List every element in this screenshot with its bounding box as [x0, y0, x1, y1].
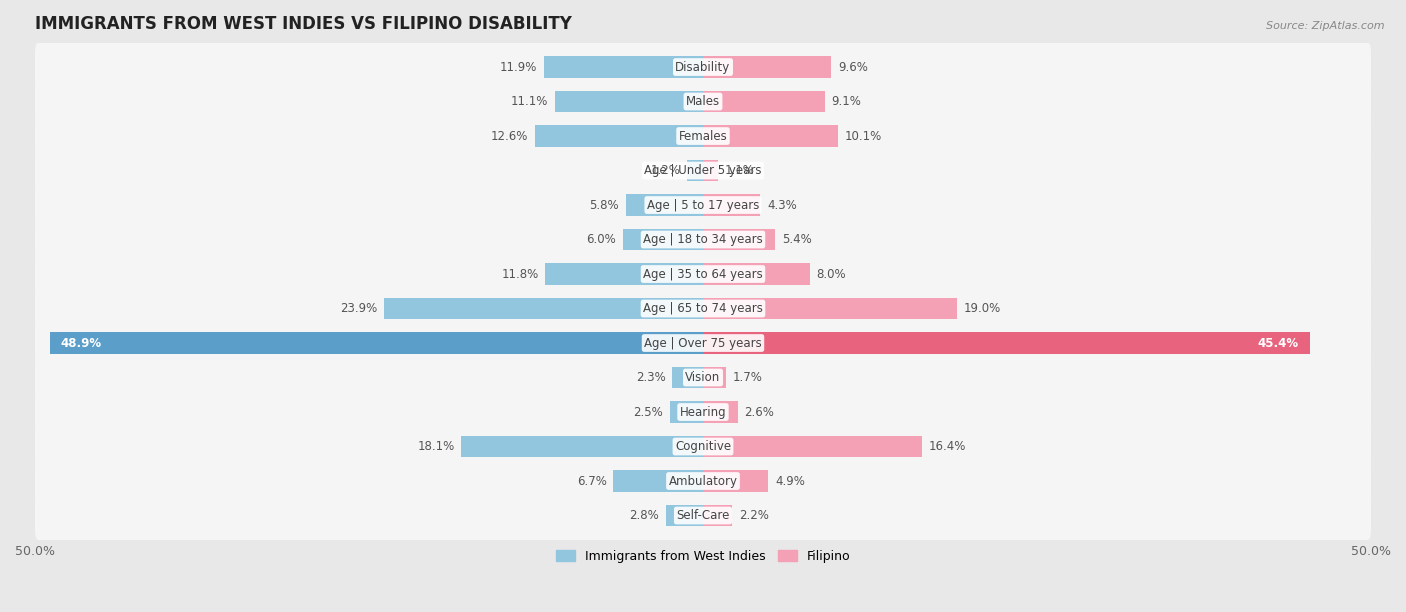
Bar	[626, 195, 703, 215]
Text: IMMIGRANTS FROM WEST INDIES VS FILIPINO DISABILITY: IMMIGRANTS FROM WEST INDIES VS FILIPINO …	[35, 15, 572, 33]
FancyBboxPatch shape	[35, 111, 1371, 161]
Text: Age | 18 to 34 years: Age | 18 to 34 years	[643, 233, 763, 246]
Bar	[688, 160, 703, 181]
Legend: Immigrants from West Indies, Filipino: Immigrants from West Indies, Filipino	[551, 545, 855, 568]
Text: Age | Over 75 years: Age | Over 75 years	[644, 337, 762, 349]
Bar	[703, 263, 810, 285]
Bar	[703, 125, 838, 147]
Text: 23.9%: 23.9%	[340, 302, 377, 315]
Text: 8.0%: 8.0%	[817, 267, 846, 280]
FancyBboxPatch shape	[35, 456, 1371, 506]
Bar	[703, 436, 922, 457]
Text: 19.0%: 19.0%	[963, 302, 1001, 315]
Text: Age | 65 to 74 years: Age | 65 to 74 years	[643, 302, 763, 315]
Text: 18.1%: 18.1%	[418, 440, 454, 453]
Text: Age | 5 to 17 years: Age | 5 to 17 years	[647, 198, 759, 212]
FancyBboxPatch shape	[35, 76, 1371, 126]
Text: 6.7%: 6.7%	[576, 474, 607, 488]
FancyBboxPatch shape	[35, 215, 1371, 264]
Bar	[703, 229, 775, 250]
Text: Vision: Vision	[685, 371, 721, 384]
Bar	[703, 91, 824, 112]
Bar	[703, 401, 738, 423]
FancyBboxPatch shape	[35, 146, 1371, 195]
Bar	[623, 229, 703, 250]
FancyBboxPatch shape	[35, 284, 1371, 334]
FancyBboxPatch shape	[35, 422, 1371, 471]
Text: 45.4%: 45.4%	[1258, 337, 1299, 349]
Bar	[703, 195, 761, 215]
Text: 6.0%: 6.0%	[586, 233, 616, 246]
Bar	[703, 505, 733, 526]
Text: Source: ZipAtlas.com: Source: ZipAtlas.com	[1267, 21, 1385, 31]
FancyBboxPatch shape	[35, 318, 1371, 368]
Text: 11.9%: 11.9%	[501, 61, 537, 73]
FancyBboxPatch shape	[35, 491, 1371, 540]
FancyBboxPatch shape	[35, 353, 1371, 402]
FancyBboxPatch shape	[35, 180, 1371, 230]
Text: 4.3%: 4.3%	[768, 198, 797, 212]
Text: 11.8%: 11.8%	[502, 267, 538, 280]
Text: 48.9%: 48.9%	[60, 337, 101, 349]
FancyBboxPatch shape	[35, 387, 1371, 437]
Text: 10.1%: 10.1%	[845, 130, 882, 143]
Bar	[703, 298, 957, 319]
Text: 1.2%: 1.2%	[651, 164, 681, 177]
Text: Age | 35 to 64 years: Age | 35 to 64 years	[643, 267, 763, 280]
Text: Ambulatory: Ambulatory	[668, 474, 738, 488]
Text: 4.9%: 4.9%	[775, 474, 806, 488]
Text: 2.8%: 2.8%	[628, 509, 659, 522]
Bar	[669, 401, 703, 423]
Text: Self-Care: Self-Care	[676, 509, 730, 522]
Bar	[555, 91, 703, 112]
Text: 2.3%: 2.3%	[636, 371, 665, 384]
Bar	[703, 332, 1309, 354]
Text: 9.1%: 9.1%	[831, 95, 860, 108]
Bar	[665, 505, 703, 526]
Bar	[703, 470, 769, 491]
Bar	[546, 263, 703, 285]
Bar	[703, 367, 725, 388]
Text: 1.7%: 1.7%	[733, 371, 762, 384]
Text: 1.1%: 1.1%	[724, 164, 754, 177]
Bar	[672, 367, 703, 388]
Bar	[703, 160, 717, 181]
Text: Males: Males	[686, 95, 720, 108]
Text: 2.2%: 2.2%	[740, 509, 769, 522]
FancyBboxPatch shape	[35, 42, 1371, 92]
Text: 16.4%: 16.4%	[929, 440, 966, 453]
Bar	[703, 56, 831, 78]
Text: Hearing: Hearing	[679, 406, 727, 419]
Bar	[49, 332, 703, 354]
Bar	[544, 56, 703, 78]
Text: Females: Females	[679, 130, 727, 143]
Text: 2.5%: 2.5%	[633, 406, 662, 419]
Text: Disability: Disability	[675, 61, 731, 73]
Bar	[534, 125, 703, 147]
FancyBboxPatch shape	[35, 249, 1371, 299]
Text: 5.8%: 5.8%	[589, 198, 619, 212]
Text: 9.6%: 9.6%	[838, 61, 868, 73]
Bar	[613, 470, 703, 491]
Text: Age | Under 5 years: Age | Under 5 years	[644, 164, 762, 177]
Bar	[461, 436, 703, 457]
Text: Cognitive: Cognitive	[675, 440, 731, 453]
Text: 2.6%: 2.6%	[744, 406, 775, 419]
Text: 5.4%: 5.4%	[782, 233, 811, 246]
Text: 12.6%: 12.6%	[491, 130, 529, 143]
Bar	[384, 298, 703, 319]
Text: 11.1%: 11.1%	[510, 95, 548, 108]
